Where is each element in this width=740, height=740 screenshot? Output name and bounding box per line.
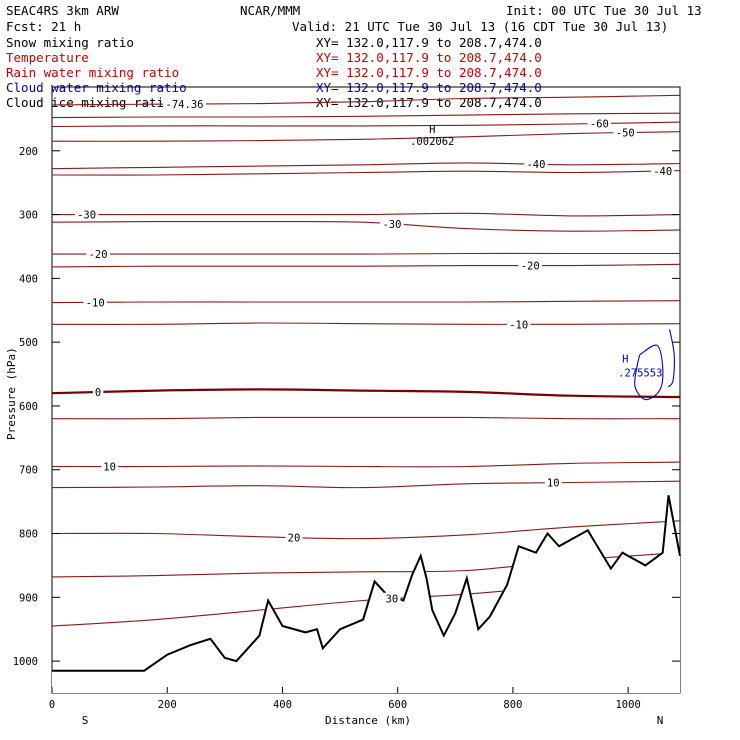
isotherm-label: -20 (89, 249, 108, 261)
x-label-south: S (82, 714, 89, 727)
y-tick-label: 800 (19, 529, 38, 541)
isotherm-line (52, 252, 681, 255)
isotherm-line (51, 170, 681, 176)
isotherm-label-bg (285, 531, 303, 544)
isotherm-label-bg (613, 126, 638, 139)
header-institution: NCAR/MMM (240, 3, 300, 18)
x-tick-label: 800 (503, 699, 522, 711)
isotherm-label: -20 (521, 261, 540, 273)
y-tick-label: 500 (19, 337, 38, 349)
isotherm-label-bg (92, 386, 104, 399)
x-tick-label: 0 (49, 699, 55, 711)
cloud-water-max-symbol: H (622, 353, 628, 365)
header-fcst: Fcst: 21 h (6, 19, 81, 34)
isotherm-label: -60 (590, 118, 609, 130)
x-tick-label: 1000 (615, 699, 640, 711)
cloud-ice-max-symbol: H (429, 124, 435, 136)
isotherm-label-bg (86, 248, 110, 261)
cloud-ice-max-value: .002062 (410, 136, 454, 148)
isotherm-label-bg (383, 592, 401, 605)
isotherm-label: -40 (653, 166, 672, 178)
cloud-water-contours: H .275553 (618, 329, 675, 401)
y-tick-label: 600 (19, 401, 38, 413)
y-tick-label: 900 (19, 592, 38, 604)
isotherm-label: -30 (382, 219, 401, 231)
terrain-line (52, 495, 681, 672)
isotherm-label: 10 (103, 462, 116, 474)
field-name: Rain water mixing ratio (6, 65, 179, 80)
header-valid: Valid: 21 UTC Tue 30 Jul 13 (16 CDT Tue … (292, 19, 668, 34)
isotherm-line (51, 461, 681, 468)
isotherm-label: -10 (509, 319, 528, 331)
isotherm-label: -30 (77, 210, 96, 222)
isotherm-label-bg (544, 476, 562, 489)
isotherm-label: 10 (547, 478, 560, 490)
terrain-fill (52, 495, 680, 693)
header-init: Init: 00 UTC Tue 30 Jul 13 (506, 3, 702, 18)
x-tick-label: 400 (273, 699, 292, 711)
y-tick-label: 200 (19, 146, 38, 158)
isotherm-line (51, 112, 681, 119)
isotherm-line (51, 416, 681, 420)
field-name: Temperature (6, 50, 89, 65)
terrain (52, 495, 681, 693)
isotherm-label-bg (506, 318, 531, 331)
cloud-water-contour (634, 344, 664, 401)
y-tick-label: 400 (19, 273, 38, 285)
isotherm-label-bg (74, 208, 99, 221)
field-extent: XY= 132.0,117.9 to 208.7,474.0 (316, 35, 542, 50)
field-name: Snow mixing ratio (6, 35, 134, 50)
isotherm-line (52, 212, 681, 217)
isotherm-label-bg (380, 218, 404, 231)
isotherm-label: -50 (616, 128, 635, 140)
header-model: SEAC4RS 3km ARW (6, 3, 119, 18)
isotherm-line (51, 322, 681, 325)
isotherm-line (51, 300, 681, 304)
isotherm-label-bg (163, 98, 207, 111)
isotherm-label-bg (524, 158, 548, 171)
x-tick-label: 600 (388, 699, 407, 711)
isotherm-label-bg (587, 117, 612, 130)
field-extent: XY= 132.0,117.9 to 208.7,474.0 (316, 65, 542, 80)
contour-labels: -74.36 -60 -50 -40 -40 -30 -30 -20 -20 -10 -10 0 10 1… (74, 98, 675, 606)
y-axis-label: Pressure (hPa) (5, 347, 18, 440)
isotherm-label: -40 (526, 159, 545, 171)
isotherm-label-bg (101, 460, 119, 473)
isotherm-line (51, 131, 681, 142)
y-tick-label: 1000 (13, 656, 38, 668)
isotherm-line (51, 520, 681, 540)
isotherm-line (51, 121, 681, 128)
field-name: Cloud ice mixing ratio (6, 95, 172, 110)
isotherm-label: 30 (386, 594, 399, 606)
y-tick-label: 700 (19, 465, 38, 477)
isotherm-label: 0 (95, 387, 101, 399)
field-extent: XY= 132.0,117.9 to 208.7,474.0 (316, 50, 542, 65)
isotherm-label-bg (650, 164, 675, 177)
isotherm-line (51, 388, 681, 399)
field-extent: XY= 132.0,117.9 to 208.7,474.0 (316, 95, 542, 110)
isotherm-line (51, 220, 681, 232)
temperature-isotherms (51, 94, 681, 627)
cloud-water-max-value: .275553 (618, 367, 662, 379)
isotherm-line (51, 263, 681, 268)
isotherm-label: -74.36 (166, 99, 204, 111)
cloud-water-contour (668, 329, 675, 388)
isotherm-line (51, 94, 681, 106)
isotherm-label-bg (83, 296, 107, 309)
isotherm-label: -10 (86, 297, 105, 309)
isotherm-line (51, 162, 681, 170)
x-label-north: N (657, 714, 664, 727)
y-tick-label: 300 (19, 210, 38, 222)
x-axis-label: Distance (km) (325, 714, 411, 727)
isotherm-line (51, 480, 681, 489)
x-tick-label: 200 (158, 699, 177, 711)
isotherm-label: 20 (288, 532, 301, 544)
isotherm-label-bg (518, 259, 542, 272)
